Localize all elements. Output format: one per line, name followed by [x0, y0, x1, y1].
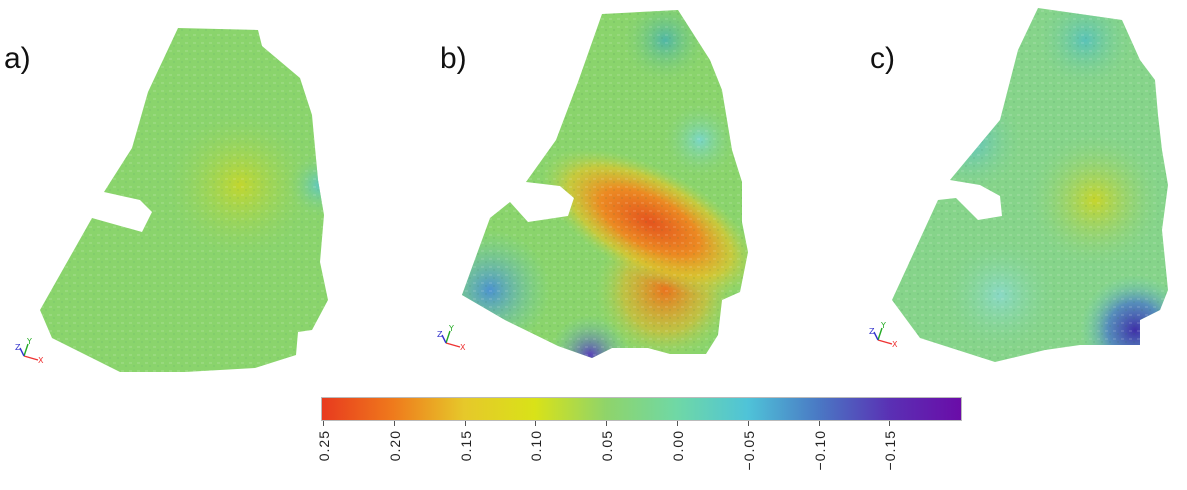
axis-y-label: Y [880, 322, 886, 330]
axes-triad-icon-b: Z Y X [437, 325, 466, 352]
colorbar-tick-mark [677, 421, 678, 426]
displacement-map-a [40, 28, 328, 372]
colorbar-tick-label: −0.10 [811, 430, 828, 471]
colorbar-tick-mark [889, 421, 891, 426]
colorbar-tick-mark [464, 421, 466, 426]
colorbar-tick-label: 0.15 [457, 430, 474, 462]
colorbar-tick-label: 0.10 [528, 430, 545, 462]
panel-b: b) [400, 0, 780, 380]
colorbar-tick-label: 0.20 [386, 430, 403, 462]
displacement-map-b [462, 10, 748, 358]
colorbar-tick-mark [393, 421, 395, 426]
colorbar-tick-label: 0.25 [316, 430, 332, 462]
colorbar-tick-mark [747, 421, 749, 426]
axis-z-label: Z [15, 343, 21, 352]
colorbar-tick-mark [606, 421, 608, 426]
colorbar-tick-label: 0.00 [670, 430, 686, 462]
colorbar-tick-label: −0.05 [740, 430, 757, 471]
axis-y-label: Y [26, 338, 32, 346]
colorbar-tick-label: −0.15 [882, 430, 899, 471]
panel-label-c: c) [870, 42, 895, 75]
axes-triad-icon-c: Z Y X [869, 322, 898, 349]
panel-a: a) Z Y X [0, 0, 360, 380]
axis-z-label: Z [869, 327, 875, 336]
colorbar-tick-mark [535, 421, 537, 426]
axis-x-label: X [892, 340, 898, 349]
axis-z-label: Z [437, 330, 443, 339]
axis-x-label: X [38, 356, 44, 365]
axis-x-label: X [460, 343, 466, 352]
colorbar-tick-mark [323, 421, 324, 426]
colorbar-tick-label: 0.05 [599, 430, 616, 462]
axes-triad-icon-a: Z Y X [15, 338, 44, 365]
displacement-map-c [892, 8, 1168, 362]
axis-y-label: Y [448, 325, 454, 333]
panel-label-b: b) [440, 42, 467, 75]
panel-c: c) [840, 0, 1187, 380]
colorbar-tick-mark [818, 421, 820, 426]
panel-label-a: a) [4, 42, 31, 75]
colorbar [321, 397, 962, 421]
